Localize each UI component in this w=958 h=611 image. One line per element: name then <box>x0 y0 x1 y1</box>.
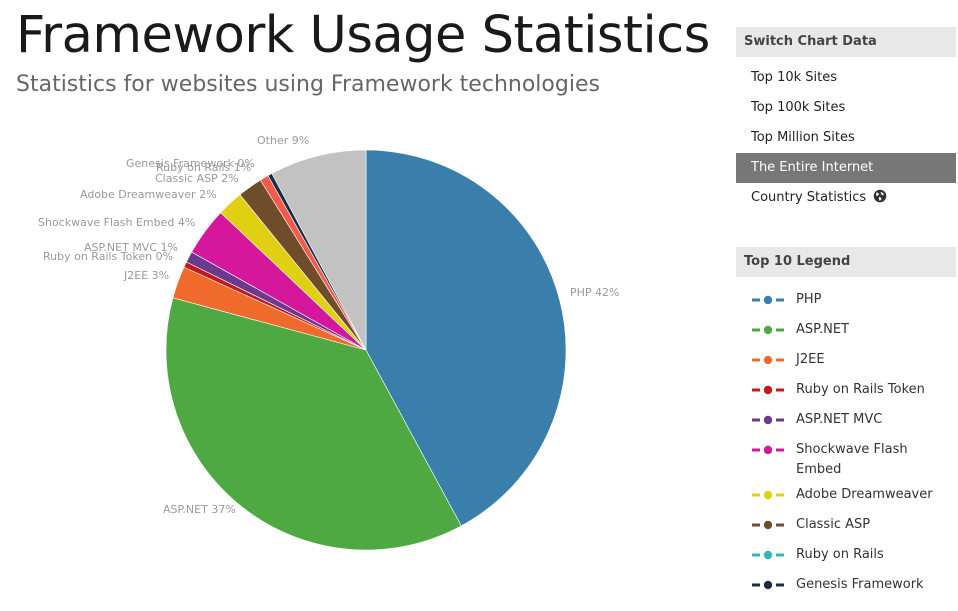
slice-label-other: Other 9% <box>257 134 309 147</box>
legend-swatch <box>752 550 784 560</box>
legend-item: ASP.NET MVC <box>736 405 956 435</box>
legend-label: Classic ASP <box>796 517 871 532</box>
legend-label: PHP <box>796 292 822 307</box>
legend-label: ASP.NET <box>796 322 849 337</box>
legend-item: PHP <box>736 285 956 315</box>
slice-label-shockwave-flash-embed: Shockwave Flash Embed 4% <box>38 216 195 229</box>
legend-label: Shockwave Flash Embed <box>796 442 908 477</box>
legend-item: J2EE <box>736 345 956 375</box>
globe-icon <box>874 189 887 203</box>
slice-label-ruby-on-rails-token: Ruby on Rails Token 0% <box>43 250 173 263</box>
top-10-legend-heading: Top 10 Legend <box>736 247 956 277</box>
slice-label-classic-asp: Classic ASP 2% <box>155 172 239 185</box>
slice-label-genesis-framework: Genesis Framework 0% <box>126 157 255 170</box>
legend-item: Shockwave Flash Embed <box>736 435 956 480</box>
pie-slice-php[interactable] <box>365 149 567 527</box>
pie-slice-other[interactable] <box>271 149 367 351</box>
pie-slice-asp-net[interactable] <box>165 297 462 551</box>
menu-item-top-million[interactable]: Top Million Sites <box>736 123 956 153</box>
legend-item: Genesis Framework <box>736 570 956 600</box>
menu-item-label: Top 10k Sites <box>751 70 838 85</box>
pie-chart: PHP 42% ASP.NET 37% J2EE 3% Ruby on Rails T… <box>38 134 619 551</box>
menu-item-country-statistics[interactable]: Country Statistics <box>736 183 956 213</box>
legend-swatch <box>752 355 784 365</box>
page-subtitle: Statistics for websites using Framework … <box>16 72 600 97</box>
legend-swatch <box>752 490 784 500</box>
slice-label-php: PHP 42% <box>570 286 619 299</box>
slice-label-asp-net: ASP.NET 37% <box>163 503 236 516</box>
legend-label: Ruby on Rails Token <box>796 382 925 397</box>
legend-swatch <box>752 325 784 335</box>
legend-label: ASP.NET MVC <box>796 412 883 427</box>
legend-list: PHP ASP.NET J2EE Ruby on Rails Token ASP… <box>736 277 956 600</box>
legend-swatch <box>752 580 784 590</box>
menu-item-label: Country Statistics <box>751 190 867 205</box>
menu-item-top-10k[interactable]: Top 10k Sites <box>736 63 956 93</box>
legend-label: Adobe Dreamweaver <box>796 487 933 502</box>
legend-label: J2EE <box>796 352 825 367</box>
menu-item-label: Top Million Sites <box>751 130 855 145</box>
page-title: Framework Usage Statistics <box>16 6 710 65</box>
legend-item: Ruby on Rails <box>736 540 956 570</box>
legend-item: Classic ASP <box>736 510 956 540</box>
legend-item: Adobe Dreamweaver <box>736 480 956 510</box>
legend-swatch <box>752 520 784 530</box>
slice-label-adobe-dreamweaver: Adobe Dreamweaver 2% <box>80 188 217 201</box>
legend-label: Genesis Framework <box>796 577 924 592</box>
legend-swatch <box>752 415 784 425</box>
menu-item-top-100k[interactable]: Top 100k Sites <box>736 93 956 123</box>
legend-swatch <box>752 385 784 395</box>
slice-label-asp-net-mvc: ASP.NET MVC 1% <box>84 241 178 254</box>
switch-chart-data-heading: Switch Chart Data <box>736 27 956 57</box>
legend-swatch <box>752 295 784 305</box>
menu-item-entire-internet[interactable]: The Entire Internet <box>736 153 956 183</box>
sidebar: Switch Chart Data Top 10k Sites Top 100k… <box>736 27 956 600</box>
slice-label-j2ee: J2EE 3% <box>123 269 169 282</box>
legend-swatch <box>752 445 784 455</box>
legend-item: Ruby on Rails Token <box>736 375 956 405</box>
menu-item-label: Top 100k Sites <box>751 100 846 115</box>
switch-chart-data-menu: Top 10k Sites Top 100k Sites Top Million… <box>736 57 956 213</box>
menu-item-label: The Entire Internet <box>751 160 874 175</box>
legend-item: ASP.NET <box>736 315 956 345</box>
slice-label-ruby-on-rails: Ruby on Rails 1% <box>156 161 251 174</box>
legend-label: Ruby on Rails <box>796 547 884 562</box>
